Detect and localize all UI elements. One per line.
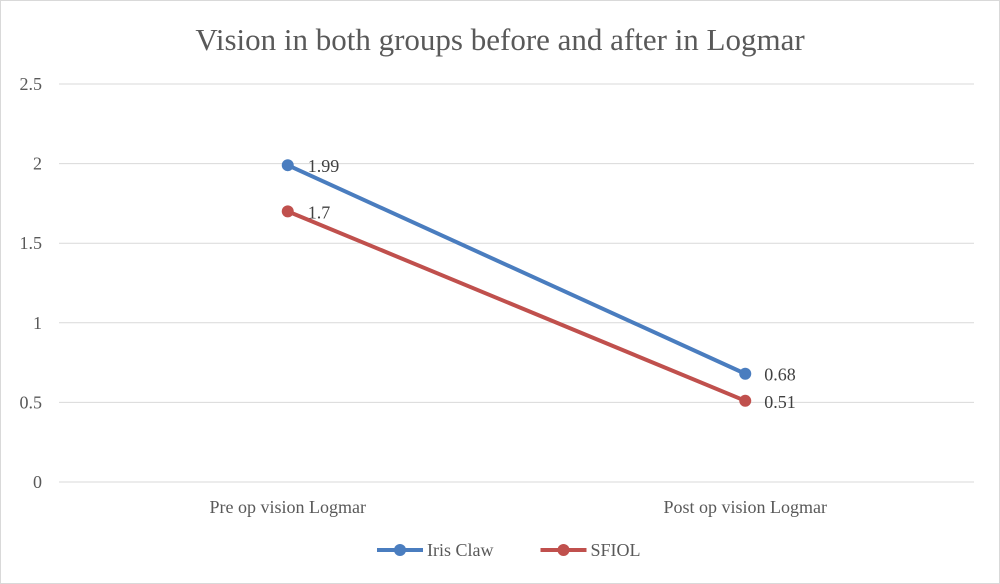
y-tick-label: 1.5	[20, 233, 43, 253]
y-tick-label: 1	[33, 313, 42, 333]
legend-label: Iris Claw	[427, 540, 494, 560]
legend-label: SFIOL	[591, 540, 641, 560]
x-tick-label: Pre op vision Logmar	[210, 497, 366, 517]
legend-marker	[557, 544, 570, 556]
y-tick-label: 0.5	[20, 392, 43, 412]
x-tick-label: Post op vision Logmar	[663, 497, 827, 517]
y-tick-label: 2.5	[20, 74, 43, 94]
data-point	[281, 159, 294, 172]
data-label: 1.99	[308, 156, 340, 176]
data-label: 0.51	[764, 392, 796, 412]
data-label: 1.7	[308, 202, 331, 222]
series-line	[286, 163, 747, 376]
data-point	[739, 367, 752, 380]
series-sfiol: 1.7 0.51	[281, 202, 796, 412]
legend-item: Iris Claw	[377, 540, 494, 560]
data-point	[281, 205, 294, 218]
series-iris-claw: 1.99 0.68	[281, 156, 796, 385]
chart-title: Vision in both groups before and after i…	[195, 22, 805, 57]
legend-marker	[394, 544, 406, 556]
y-tick-label: 0	[33, 472, 42, 492]
data-point	[739, 394, 752, 407]
series-line	[286, 209, 747, 403]
data-label: 0.68	[764, 365, 796, 385]
y-tick-label: 2	[33, 154, 42, 174]
legend-item: SFIOL	[540, 540, 641, 560]
